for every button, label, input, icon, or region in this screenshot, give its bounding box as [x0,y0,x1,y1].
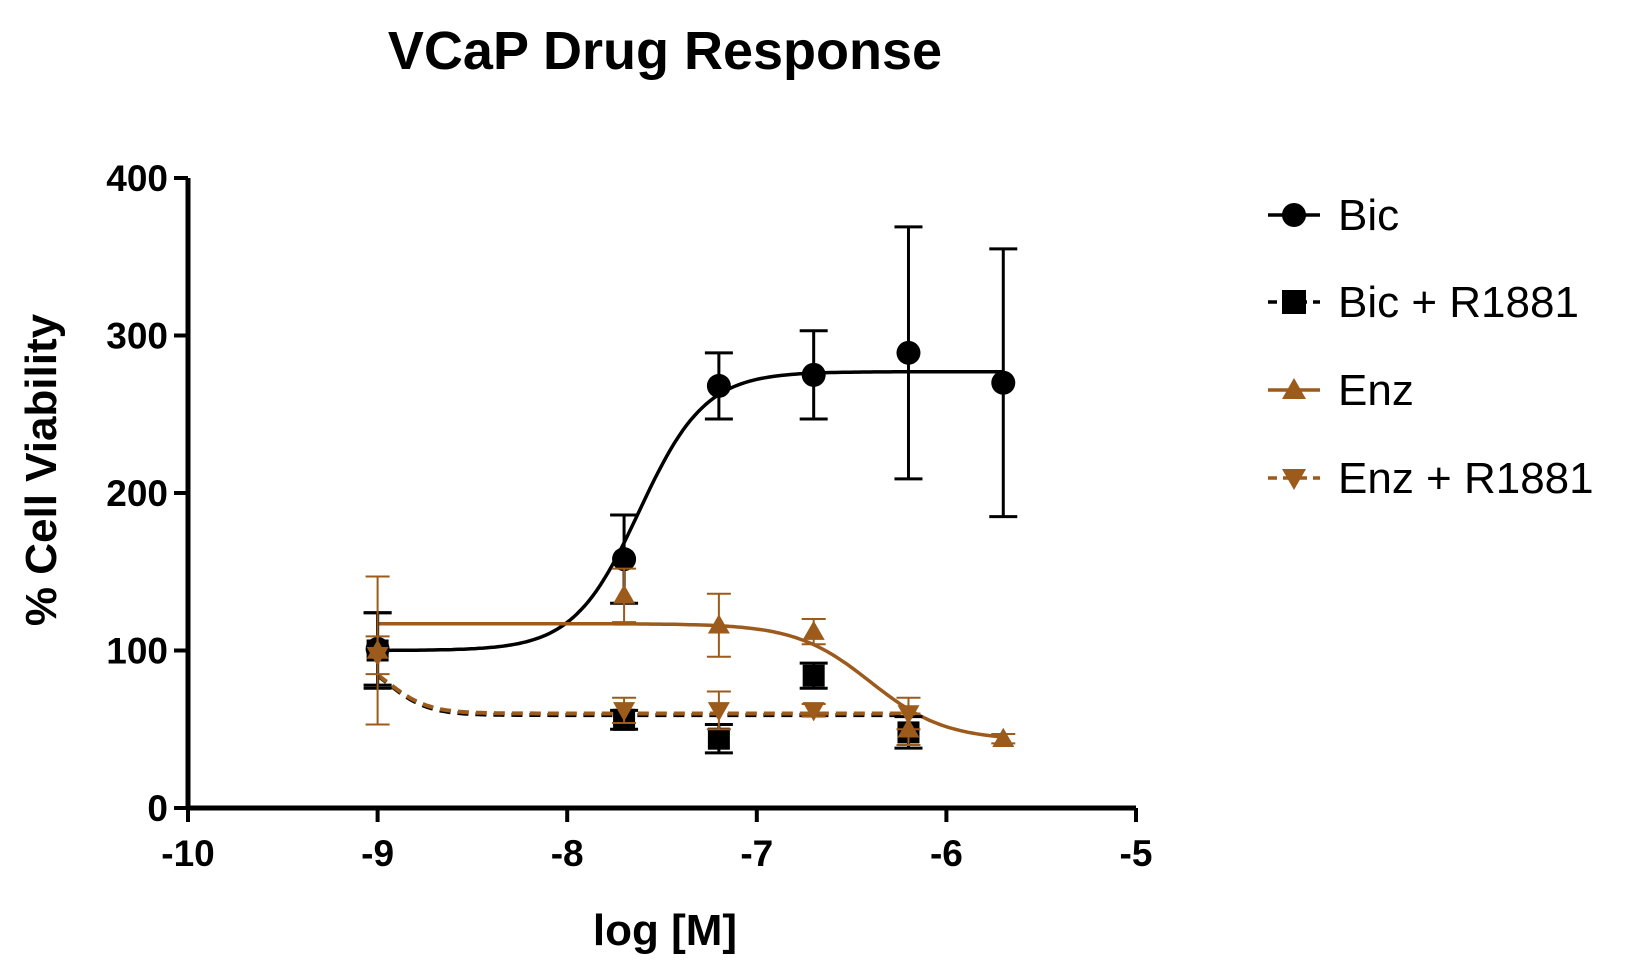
data-point [992,727,1015,747]
data-point [613,584,636,604]
data-point [366,646,389,667]
data-point [706,373,731,398]
fit-curve-2 [376,673,909,718]
y-tick-label: 200 [106,473,168,514]
legend-item: Enz + R1881 [1268,454,1594,503]
legend-label: Enz [1338,366,1414,415]
y-tick-label: 100 [106,631,168,672]
legend-label: Bic + R1881 [1338,278,1579,327]
fit-curve-4 [376,673,909,716]
x-axis-label: log [M] [593,906,737,955]
x-tick-label: -5 [1120,833,1153,874]
x-tick-label: -8 [551,833,584,874]
data-point [802,664,825,687]
legend-marker [1282,290,1306,314]
legend-marker [1282,378,1306,399]
data-point [802,702,825,722]
chart-title: VCaP Drug Response [388,21,942,81]
data-point [707,702,730,722]
data-point [707,727,730,750]
legend-marker [1282,203,1306,227]
fit-curve-3 [377,621,1004,739]
legend-item: Bic + R1881 [1268,278,1579,327]
plot-area: -10 -9 -8 -7 -6 -5 0 100 200 300 400 [106,158,1152,874]
y-tick-label: 400 [106,158,168,199]
x-tick-label: -9 [361,833,394,874]
y-tick-label: 300 [106,316,168,357]
legend-item: Enz [1268,366,1414,415]
y-axis-label: % Cell Viability [17,313,66,626]
legend: Bic Bic + R1881 Enz Enz + R1881 [1268,191,1594,503]
x-tick-label: -7 [740,833,773,874]
data-point [707,614,730,634]
legend-label: Bic [1338,191,1399,240]
x-tick-label: -10 [161,833,214,874]
legend-marker [1282,469,1306,490]
y-tick-label: 0 [147,788,168,829]
legend-label: Enz + R1881 [1338,454,1594,503]
x-tick-label: -6 [930,833,963,874]
data-point [801,362,826,387]
data-point [802,620,825,640]
fit-curve-1 [377,369,1004,653]
data-point [613,702,636,722]
data-point [896,340,921,365]
data-point [897,705,920,725]
data-point [991,370,1016,395]
data-point [612,547,637,572]
legend-item: Bic [1268,191,1399,240]
